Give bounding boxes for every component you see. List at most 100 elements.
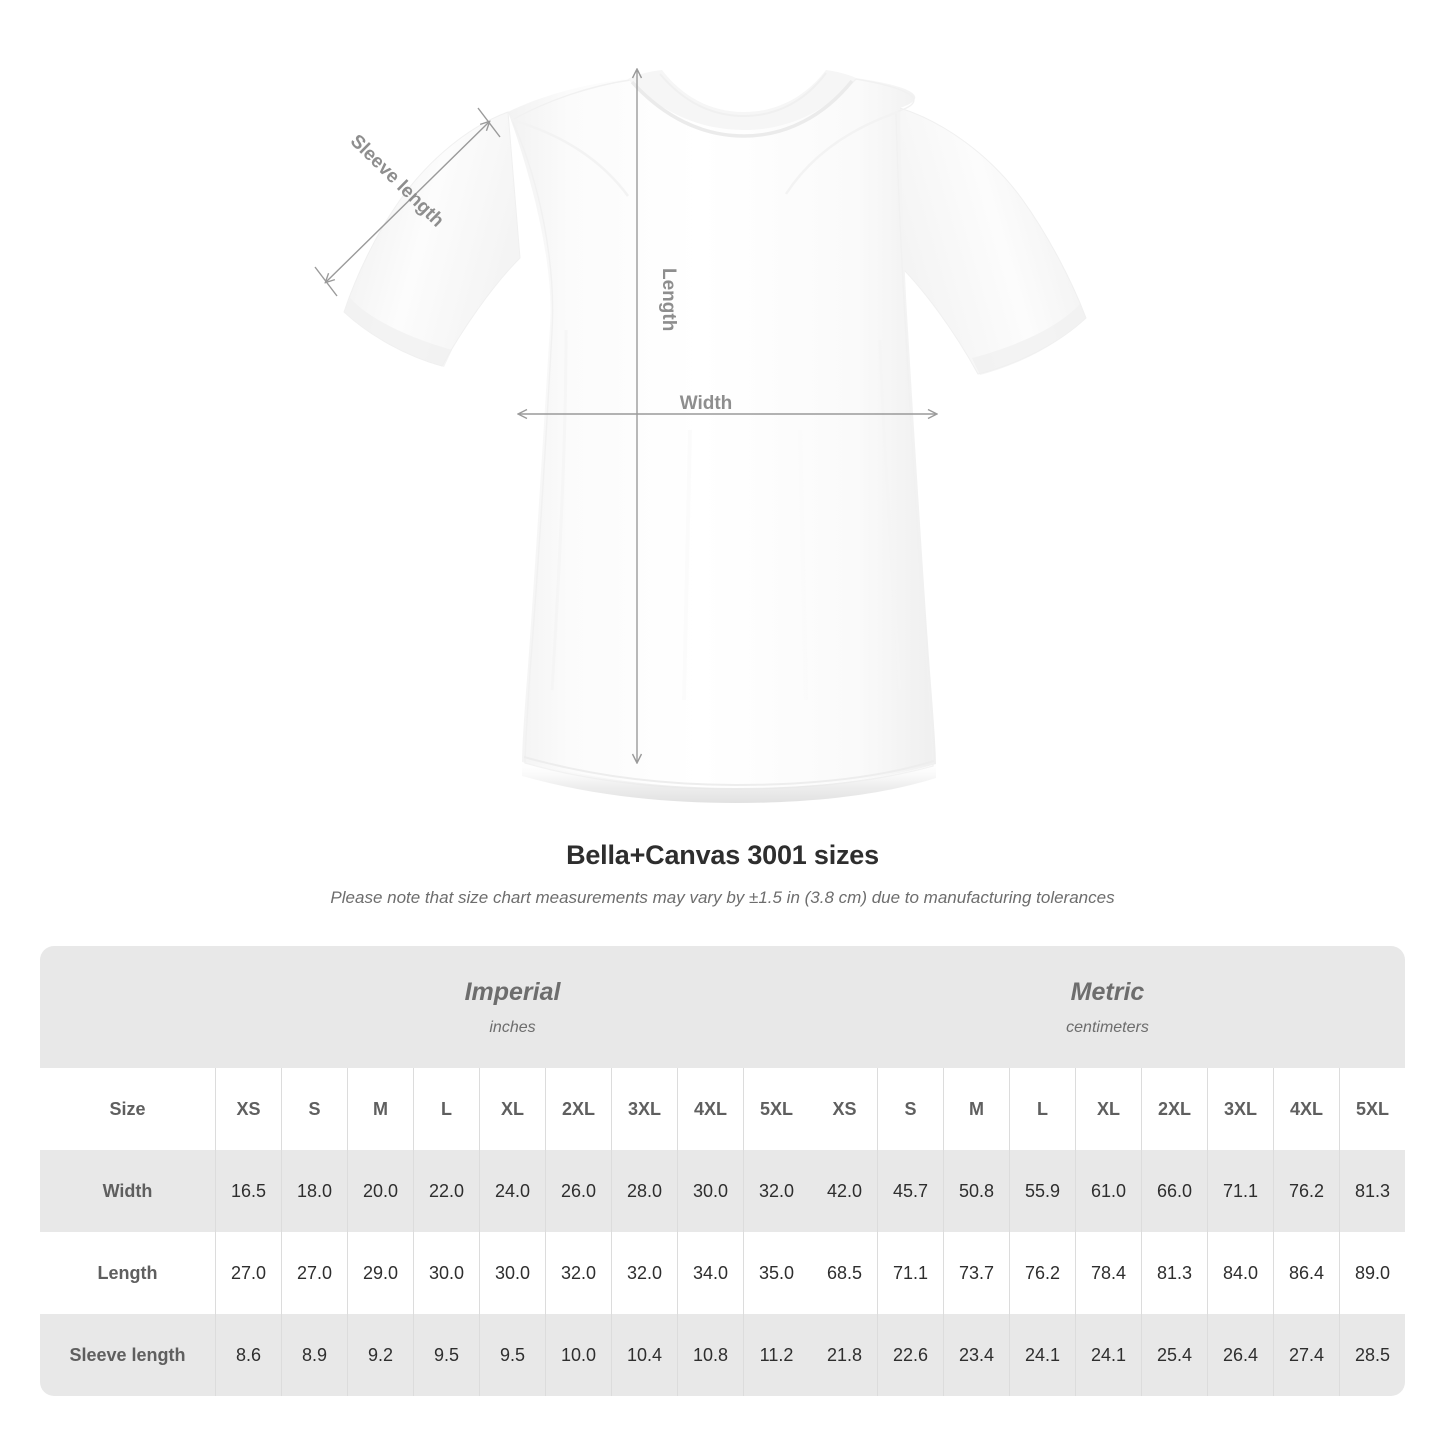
row-label-length: Length xyxy=(97,1262,158,1283)
header-cell-metric-l: L xyxy=(1009,1068,1075,1150)
cell-sleeve-imperial-4xl: 10.8 xyxy=(677,1314,743,1396)
cell-sleeve-imperial-3xl: 10.4 xyxy=(611,1314,677,1396)
page-title: Bella+Canvas 3001 sizes xyxy=(566,840,879,870)
table-row-width: Width 16.5 18.0 20.0 22.0 24.0 26.0 28.0… xyxy=(40,1150,1405,1232)
cell-sleeve-metric-xl: 24.1 xyxy=(1075,1314,1141,1396)
left-cuff xyxy=(344,298,452,367)
header-cell-imperial-xl: XL xyxy=(479,1068,545,1150)
unit-group-imperial-name: Imperial xyxy=(464,977,561,1006)
cell-length-metric-m: 73.7 xyxy=(943,1232,1009,1314)
cell-width-imperial-l: 22.0 xyxy=(413,1150,479,1232)
tshirt-hem xyxy=(522,760,936,803)
cell-length-metric-s: 71.1 xyxy=(877,1232,943,1314)
header-cell-imperial-2xl: 2XL xyxy=(545,1068,611,1150)
cell-width-metric-5xl: 81.3 xyxy=(1339,1150,1405,1232)
cell-length-imperial-xs: 27.0 xyxy=(215,1232,281,1314)
cell-length-metric-xs: 68.5 xyxy=(809,1232,877,1314)
row-label-sleeve-length: Sleeve length xyxy=(69,1344,186,1365)
header-cell-imperial-s: S xyxy=(281,1068,347,1150)
cell-length-imperial-2xl: 32.0 xyxy=(545,1232,611,1314)
cell-width-imperial-5xl: 32.0 xyxy=(743,1150,809,1232)
unit-group-header-row: Imperial inches Metric centimeters xyxy=(40,946,1405,1068)
unit-group-metric-name: Metric xyxy=(1070,977,1145,1006)
tshirt-collar xyxy=(628,70,856,130)
width-label: Width xyxy=(680,393,733,414)
header-cell-metric-2xl: 2XL xyxy=(1141,1068,1207,1150)
cell-sleeve-metric-s: 22.6 xyxy=(877,1314,943,1396)
sleeve-length-arrow xyxy=(326,122,489,282)
cell-width-metric-3xl: 71.1 xyxy=(1207,1150,1273,1232)
cell-sleeve-imperial-xl: 9.5 xyxy=(479,1314,545,1396)
header-cell-metric-m: M xyxy=(943,1068,1009,1150)
cell-length-imperial-m: 29.0 xyxy=(347,1232,413,1314)
size-chart-table: Imperial inches Metric centimeters Size … xyxy=(40,946,1405,1396)
cell-width-metric-m: 50.8 xyxy=(943,1150,1009,1232)
cell-sleeve-metric-2xl: 25.4 xyxy=(1141,1314,1207,1396)
cell-width-imperial-xl: 24.0 xyxy=(479,1150,545,1232)
cell-width-metric-l: 55.9 xyxy=(1009,1150,1075,1232)
tshirt-body xyxy=(508,78,936,788)
header-cell-imperial-l: L xyxy=(413,1068,479,1150)
cell-sleeve-metric-l: 24.1 xyxy=(1009,1314,1075,1396)
cell-length-metric-3xl: 84.0 xyxy=(1207,1232,1273,1314)
tshirt-garment xyxy=(343,70,1087,803)
cell-sleeve-imperial-m: 9.2 xyxy=(347,1314,413,1396)
header-cell-metric-4xl: 4XL xyxy=(1273,1068,1339,1150)
cell-sleeve-metric-5xl: 28.5 xyxy=(1339,1314,1405,1396)
tolerance-note: Please note that size chart measurements… xyxy=(330,888,1115,907)
cell-sleeve-metric-xs: 21.8 xyxy=(809,1314,877,1396)
cell-length-imperial-l: 30.0 xyxy=(413,1232,479,1314)
right-cuff xyxy=(972,304,1086,375)
cell-length-imperial-5xl: 35.0 xyxy=(743,1232,809,1314)
header-cell-metric-3xl: 3XL xyxy=(1207,1068,1273,1150)
cell-width-imperial-xs: 16.5 xyxy=(215,1150,281,1232)
cell-sleeve-metric-3xl: 26.4 xyxy=(1207,1314,1273,1396)
header-cell-metric-xs: XS xyxy=(809,1068,877,1150)
tshirt-measurement-diagram: Sleeve length Length Width xyxy=(314,0,1087,803)
unit-group-metric: Metric centimeters xyxy=(810,946,1405,1068)
annotation-width: Width xyxy=(519,393,936,414)
cell-length-imperial-3xl: 32.0 xyxy=(611,1232,677,1314)
cell-sleeve-imperial-s: 8.9 xyxy=(281,1314,347,1396)
cell-width-metric-2xl: 66.0 xyxy=(1141,1150,1207,1232)
header-cell-metric-s: S xyxy=(877,1068,943,1150)
unit-group-imperial: Imperial inches xyxy=(215,946,810,1068)
table-header-row: Size XS S M L XL 2XL 3XL 4XL 5XL XS S M … xyxy=(40,1068,1405,1150)
cell-length-imperial-s: 27.0 xyxy=(281,1232,347,1314)
row-label-width: Width xyxy=(102,1180,153,1201)
cell-width-metric-4xl: 76.2 xyxy=(1273,1150,1339,1232)
cell-length-imperial-4xl: 34.0 xyxy=(677,1232,743,1314)
cell-length-metric-2xl: 81.3 xyxy=(1141,1232,1207,1314)
header-cell-metric-5xl: 5XL xyxy=(1339,1068,1405,1150)
title-block: Bella+Canvas 3001 sizes Please note that… xyxy=(0,840,1445,908)
header-cell-imperial-3xl: 3XL xyxy=(611,1068,677,1150)
length-label: Length xyxy=(658,268,679,331)
cell-sleeve-imperial-5xl: 11.2 xyxy=(743,1314,809,1396)
cell-width-metric-s: 45.7 xyxy=(877,1150,943,1232)
header-cell-imperial-4xl: 4XL xyxy=(677,1068,743,1150)
unit-group-imperial-sub: inches xyxy=(489,1018,536,1036)
unit-band-spacer xyxy=(40,946,215,1068)
header-cell-imperial-xs: XS xyxy=(215,1068,281,1150)
cell-length-metric-4xl: 86.4 xyxy=(1273,1232,1339,1314)
cell-length-imperial-xl: 30.0 xyxy=(479,1232,545,1314)
cell-width-imperial-2xl: 26.0 xyxy=(545,1150,611,1232)
cell-length-metric-5xl: 89.0 xyxy=(1339,1232,1405,1314)
cell-length-metric-l: 76.2 xyxy=(1009,1232,1075,1314)
cell-sleeve-imperial-2xl: 10.0 xyxy=(545,1314,611,1396)
cell-width-imperial-3xl: 28.0 xyxy=(611,1150,677,1232)
cell-sleeve-imperial-l: 9.5 xyxy=(413,1314,479,1396)
cell-width-imperial-m: 20.0 xyxy=(347,1150,413,1232)
cell-sleeve-imperial-xs: 8.6 xyxy=(215,1314,281,1396)
cell-sleeve-metric-m: 23.4 xyxy=(943,1314,1009,1396)
header-cell-metric-xl: XL xyxy=(1075,1068,1141,1150)
cell-width-metric-xs: 42.0 xyxy=(809,1150,877,1232)
cell-length-metric-xl: 78.4 xyxy=(1075,1232,1141,1314)
cell-width-metric-xl: 61.0 xyxy=(1075,1150,1141,1232)
unit-group-metric-sub: centimeters xyxy=(1066,1018,1149,1036)
header-cell-imperial-5xl: 5XL xyxy=(743,1068,809,1150)
cell-width-imperial-4xl: 30.0 xyxy=(677,1150,743,1232)
cell-width-imperial-s: 18.0 xyxy=(281,1150,347,1232)
table-row-sleeve-length: Sleeve length 8.6 8.9 9.2 9.5 9.5 10.0 1… xyxy=(40,1314,1405,1396)
